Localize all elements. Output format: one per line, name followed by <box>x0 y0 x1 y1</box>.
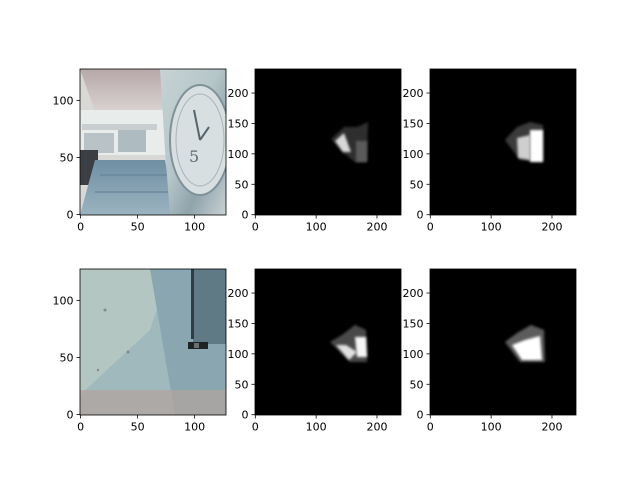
y-tick-label: 200 <box>228 87 249 100</box>
x-tick-label: 0 <box>252 421 259 434</box>
y-tick-label: 100 <box>53 94 74 107</box>
y-tick-label: 0 <box>67 208 74 221</box>
panel-5 <box>255 269 401 415</box>
panel-4 <box>80 269 226 415</box>
heatmap-background <box>430 69 576 215</box>
x-tick-label: 0 <box>427 421 434 434</box>
y-tick-label: 0 <box>417 409 424 422</box>
x-tick-label: 50 <box>131 221 145 234</box>
y-tick-label: 100 <box>403 348 424 361</box>
x-tick-label: 100 <box>306 221 327 234</box>
x-tick-label: 200 <box>541 221 562 234</box>
x-tick-label: 100 <box>481 421 502 434</box>
clock-numeral: 5 <box>189 147 199 166</box>
x-tick-label: 100 <box>306 421 327 434</box>
y-tick-label: 0 <box>67 408 74 421</box>
x-tick-label: 100 <box>184 421 205 434</box>
panel-2 <box>255 69 401 215</box>
y-tick-label: 150 <box>228 117 249 130</box>
y-tick-label: 100 <box>403 148 424 161</box>
y-tick-label: 0 <box>242 409 249 422</box>
panel-3 <box>430 69 576 215</box>
x-tick-label: 200 <box>366 221 387 234</box>
y-tick-label: 150 <box>403 317 424 330</box>
y-tick-label: 0 <box>242 209 249 222</box>
panel-6 <box>430 269 576 415</box>
y-tick-label: 50 <box>410 378 424 391</box>
x-tick-label: 200 <box>366 421 387 434</box>
x-tick-label: 50 <box>131 421 145 434</box>
y-tick-label: 200 <box>403 87 424 100</box>
y-tick-label: 50 <box>235 378 249 391</box>
x-tick-label: 100 <box>184 221 205 234</box>
panel-1: 5 <box>80 69 230 215</box>
y-tick-label: 50 <box>410 178 424 191</box>
y-tick-label: 200 <box>403 287 424 300</box>
y-tick-label: 50 <box>235 178 249 191</box>
x-tick-label: 0 <box>77 421 84 434</box>
x-tick-label: 0 <box>427 221 434 234</box>
y-tick-label: 50 <box>60 351 74 364</box>
corridor-photo: 5 <box>80 69 230 215</box>
y-tick-label: 150 <box>403 117 424 130</box>
y-tick-label: 200 <box>228 287 249 300</box>
y-tick-label: 100 <box>228 148 249 161</box>
y-tick-label: 100 <box>228 348 249 361</box>
x-tick-label: 100 <box>481 221 502 234</box>
y-tick-label: 150 <box>228 317 249 330</box>
x-tick-label: 200 <box>541 421 562 434</box>
x-tick-label: 0 <box>77 221 84 234</box>
x-tick-label: 0 <box>252 221 259 234</box>
heatmap-background <box>430 269 576 415</box>
y-tick-label: 50 <box>60 151 74 164</box>
heatmap-background <box>255 269 401 415</box>
heatmap-background <box>255 69 401 215</box>
y-tick-label: 100 <box>53 294 74 307</box>
wall-photo <box>80 269 226 415</box>
y-tick-label: 0 <box>417 209 424 222</box>
